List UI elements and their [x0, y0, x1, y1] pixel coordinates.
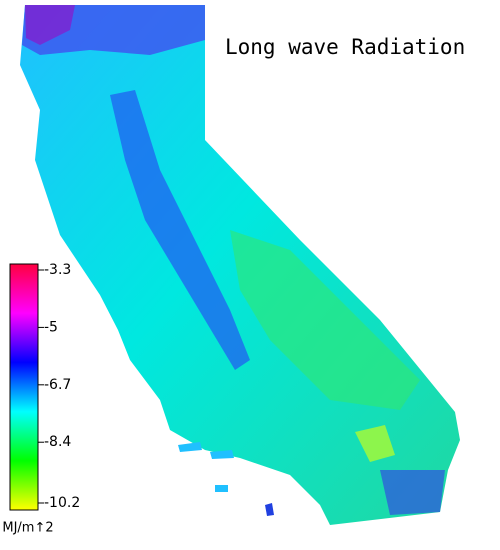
california-map: [20, 5, 460, 525]
south-region: [380, 470, 445, 515]
colorbar-tick-label: -10.2: [44, 495, 80, 511]
colorbar-label: MJ/m↑2: [2, 521, 53, 536]
sierra-band: [110, 90, 250, 370]
colorbar-tick-label: -6.7: [44, 377, 71, 393]
island: [178, 442, 202, 452]
corner-region: [25, 5, 75, 45]
island: [210, 450, 234, 459]
island: [265, 503, 274, 516]
map-title: Long wave Radiation: [225, 35, 465, 59]
colorbar-tick-label: -8.4: [44, 434, 71, 450]
colorbar: [9, 263, 39, 511]
island: [215, 485, 228, 492]
central-valley: [230, 230, 420, 410]
colorbar-tick-label: -5: [44, 319, 58, 335]
desert-patch: [355, 425, 395, 462]
colorbar-tick-label: -3.3: [44, 262, 71, 278]
